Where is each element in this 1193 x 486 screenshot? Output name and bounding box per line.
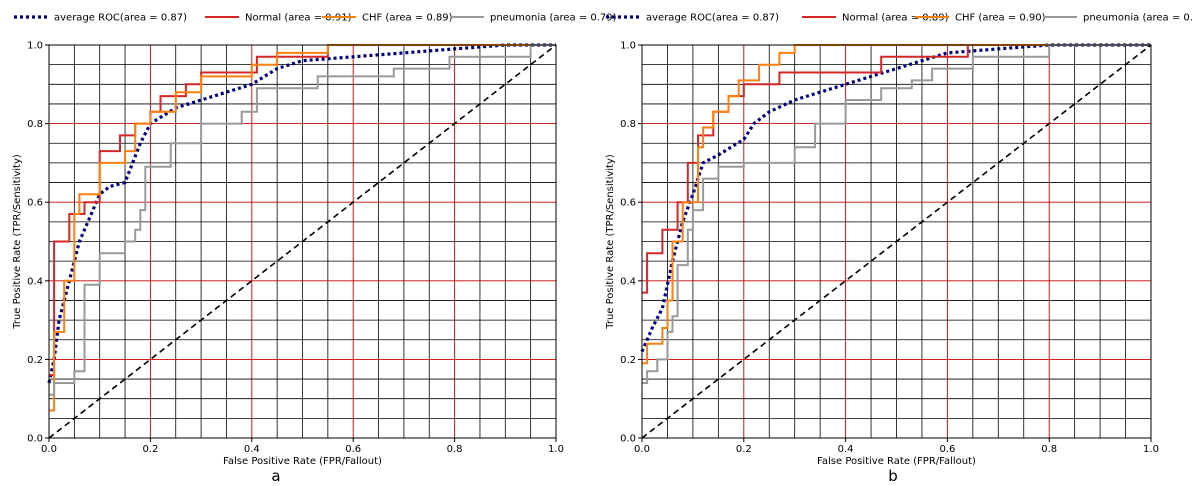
x-tick-label: 0.6 (939, 444, 955, 455)
legend-label: Normal (area = 0.89) (842, 13, 949, 24)
chance-diagonal-line (641, 44, 1152, 439)
x-tick-label: 1.0 (1143, 444, 1159, 455)
x-tick-label: 0.2 (142, 444, 158, 455)
roc-curve-series-0 (640, 43, 1151, 353)
roc-panel-b: 0.0 0.2 0.4 0.6 0.8 1.0 0.0 0.2 0.4 0.6 0.8 1.0 Fals… (605, 13, 1193, 486)
legend-label: CHF (area = 0.90) (955, 13, 1046, 24)
legend-label: Normal (area = 0.91) (245, 13, 352, 24)
roc-panel-a: 0.0 0.2 0.4 0.6 0.8 1.0 0.0 0.2 0.4 0.6 0.8 1.0 Fals… (12, 13, 617, 486)
legend-label: average ROC(area = 0.87) (54, 13, 187, 24)
legend-label: average ROC(area = 0.87) (646, 13, 779, 24)
legend-label: CHF (area = 0.89) (362, 13, 453, 24)
y-tick-label: 0.0 (620, 434, 636, 445)
y-axis-label: True Positive Rate (TPR/Sensitivity) (605, 154, 616, 330)
y-tick-label: 0.0 (27, 434, 43, 445)
x-tick-label: 0.8 (1041, 444, 1057, 455)
y-tick-label: 1.0 (620, 41, 636, 52)
roc-curve-series-2 (49, 44, 556, 412)
roc-curve-series-3 (49, 44, 556, 396)
x-tick-label: 0.4 (838, 444, 854, 455)
y-tick-label: 0.8 (27, 119, 43, 130)
y-tick-label: 0.2 (27, 355, 43, 366)
plot-frame (641, 44, 1152, 439)
legend-label: pneumonia (area = 0.79) (490, 13, 617, 24)
x-axis-label: False Positive Rate (FPR/Fallout) (817, 456, 976, 467)
y-tick-label: 0.6 (27, 198, 43, 209)
x-tick-label: 0.0 (41, 444, 57, 455)
x-tick-label: 1.0 (548, 444, 564, 455)
roc-curve-series-3 (642, 44, 1151, 384)
y-tick-label: 0.6 (620, 198, 636, 209)
panel-label: a (271, 467, 280, 485)
y-tick-label: 0.4 (27, 276, 43, 287)
y-tick-label: 0.8 (620, 119, 636, 130)
x-tick-label: 0.0 (634, 444, 650, 455)
y-tick-label: 0.4 (620, 276, 636, 287)
x-axis-label: False Positive Rate (FPR/Fallout) (223, 456, 382, 467)
x-tick-label: 0.2 (736, 444, 752, 455)
x-tick-label: 0.6 (345, 444, 361, 455)
y-tick-label: 0.2 (620, 355, 636, 366)
x-tick-label: 0.4 (244, 444, 260, 455)
legend-label: pneumonia (area = 0.80) (1083, 13, 1193, 24)
y-tick-label: 1.0 (27, 41, 43, 52)
panel-label: b (888, 467, 898, 485)
y-axis-label: True Positive Rate (TPR/Sensitivity) (12, 154, 23, 330)
plot-frame (48, 44, 557, 439)
chance-diagonal-line (48, 44, 557, 439)
x-tick-label: 0.8 (447, 444, 463, 455)
roc-curve-series-2 (642, 44, 1151, 365)
